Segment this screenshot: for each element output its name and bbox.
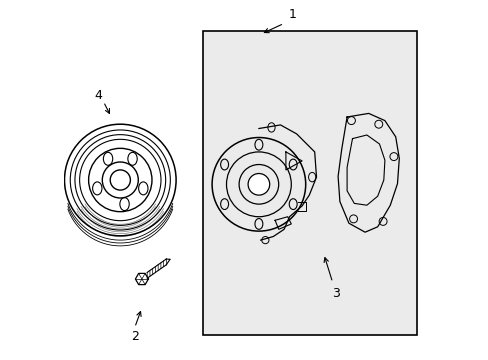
Circle shape [110, 170, 130, 190]
Text: 3: 3 [332, 287, 340, 300]
Text: 2: 2 [130, 330, 139, 343]
Text: 1: 1 [288, 8, 296, 21]
Circle shape [247, 174, 269, 195]
Text: 4: 4 [95, 89, 102, 102]
Bar [203, 31, 416, 335]
